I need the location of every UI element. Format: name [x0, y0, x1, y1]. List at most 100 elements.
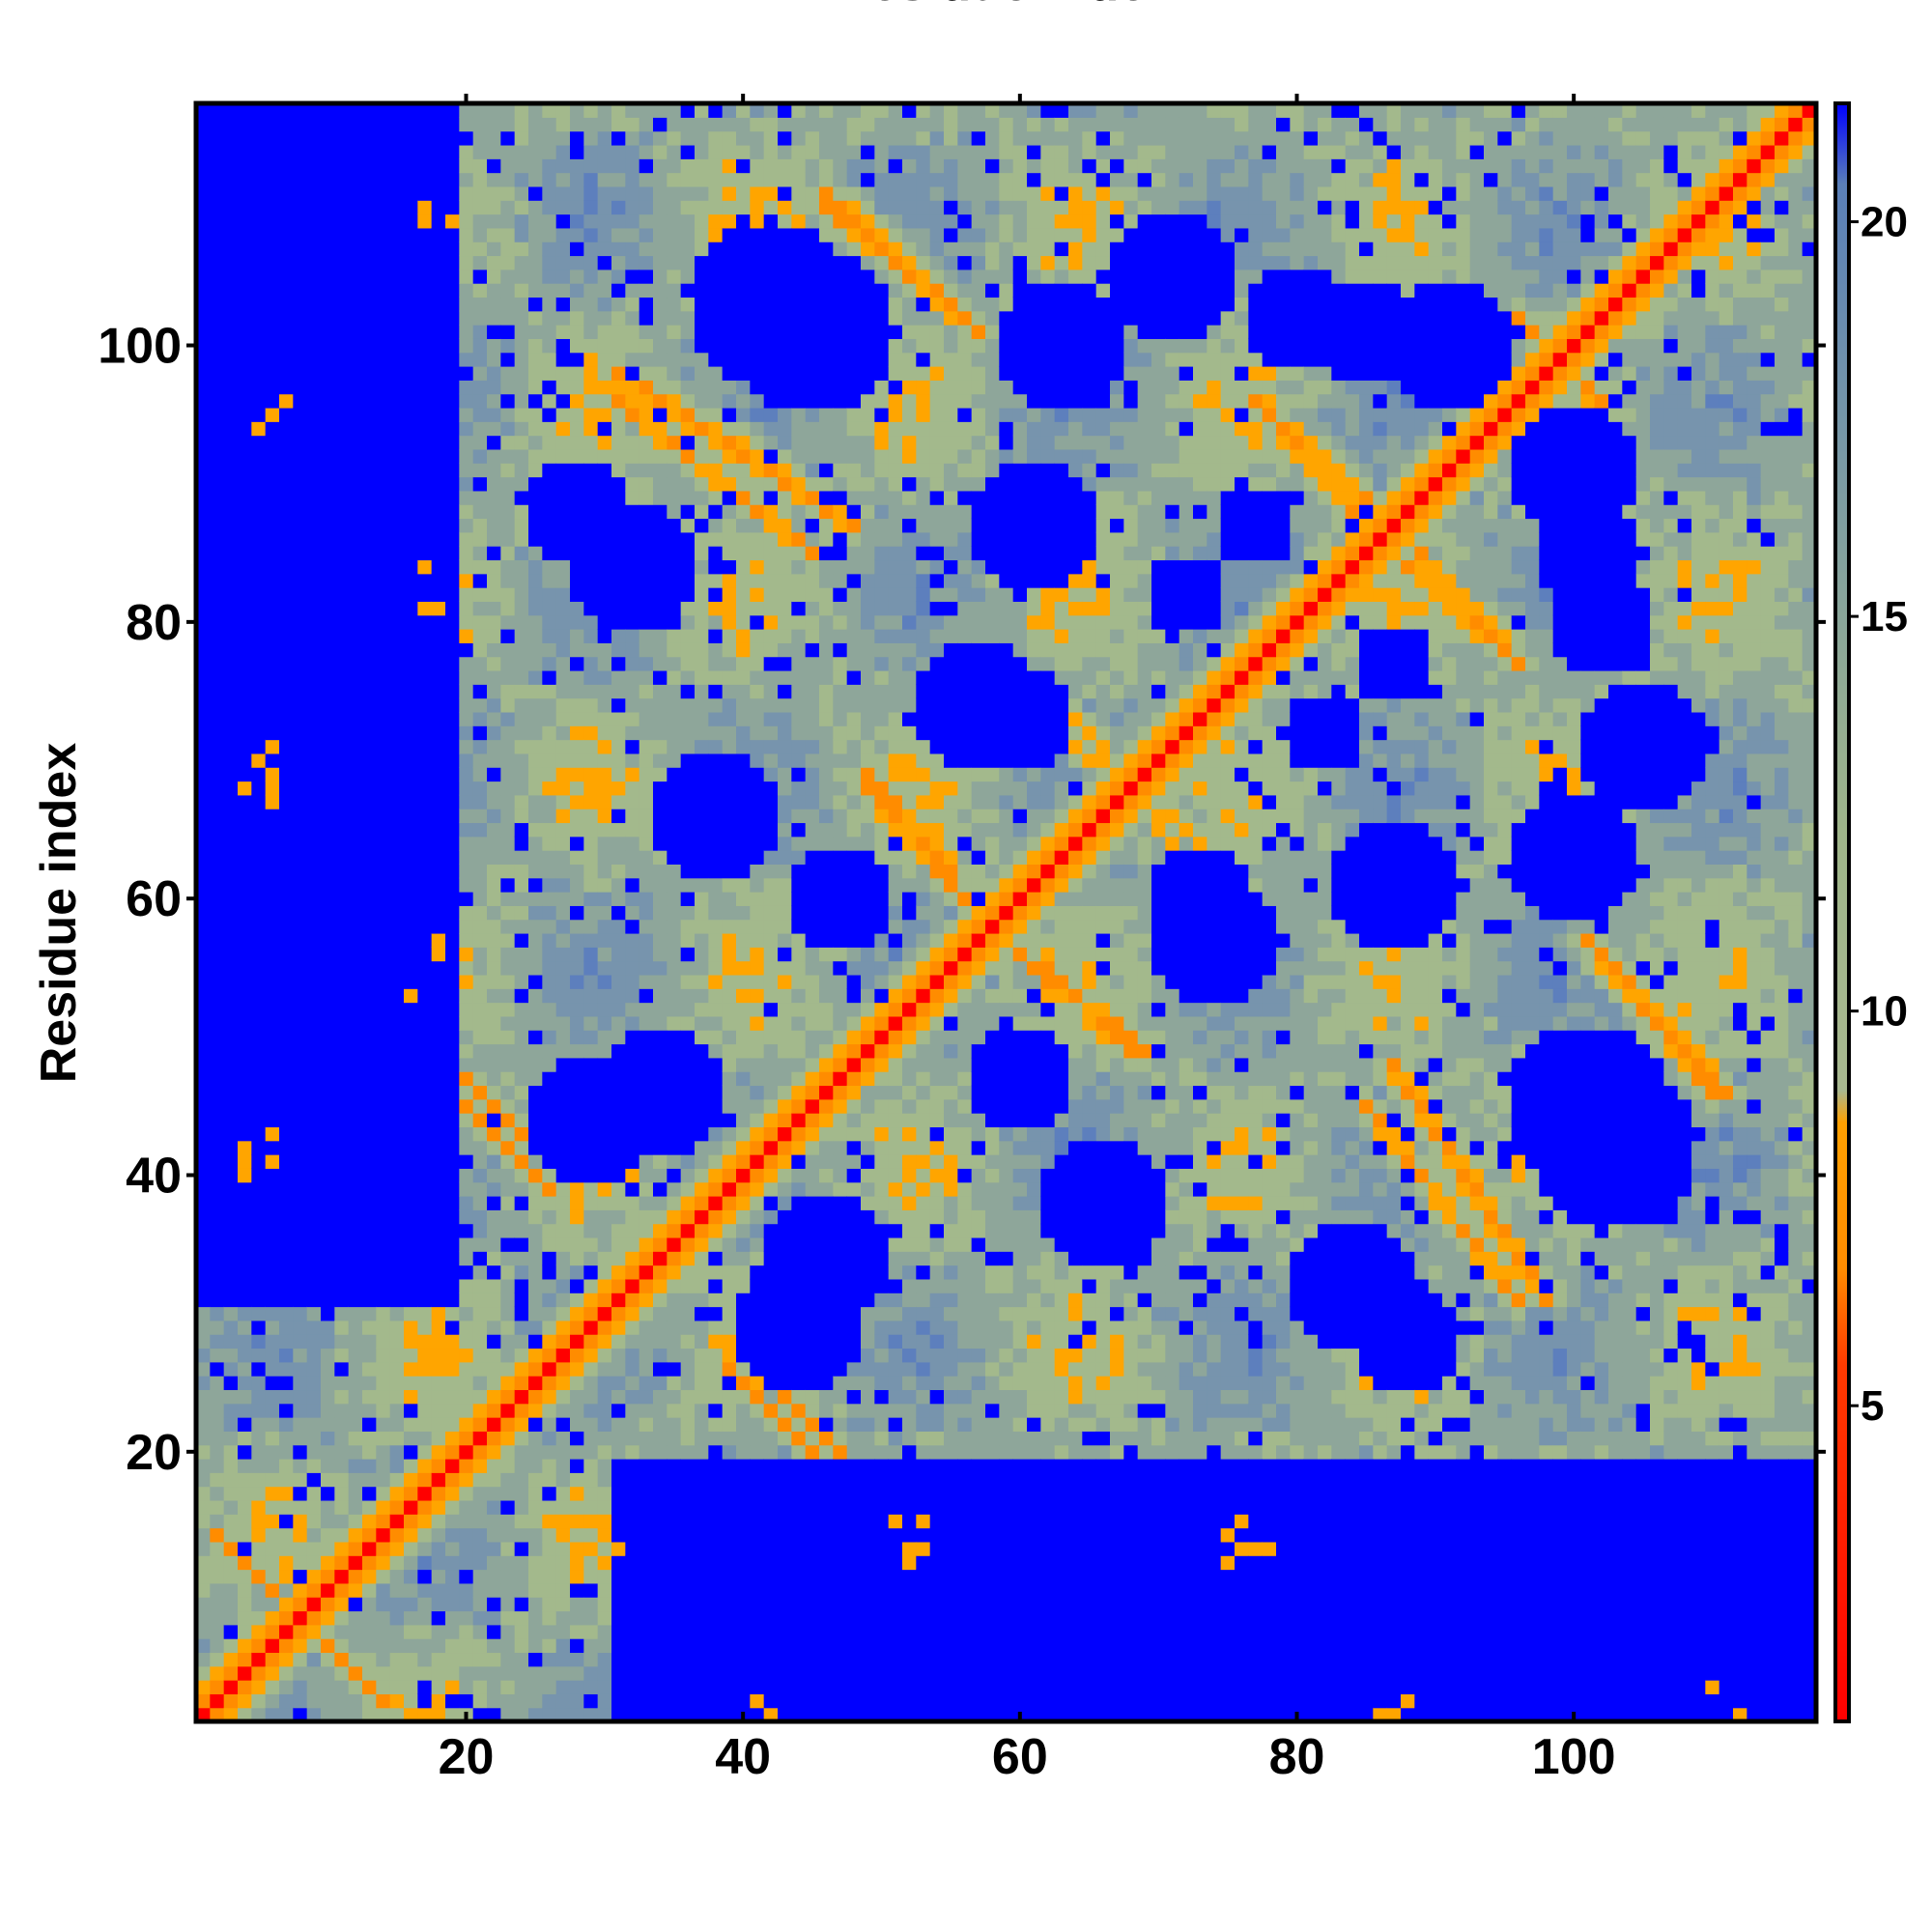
heatmap-cell	[487, 1002, 501, 1017]
heatmap-cell	[417, 656, 433, 671]
heatmap-cell	[597, 767, 612, 782]
heatmap-cell	[528, 435, 543, 450]
heatmap-cell	[750, 629, 765, 643]
heatmap-cell	[306, 1154, 322, 1169]
heatmap-cell	[763, 877, 779, 893]
heatmap-cell	[750, 1376, 765, 1391]
heatmap-cell	[625, 850, 640, 865]
heatmap-cell	[348, 531, 363, 547]
heatmap-cell	[348, 669, 363, 685]
heatmap-cell	[459, 1334, 474, 1350]
heatmap-cell	[625, 144, 640, 159]
heatmap-cell	[708, 1264, 724, 1280]
heatmap-cell	[570, 919, 584, 934]
heatmap-cell	[223, 781, 239, 796]
heatmap-cell	[348, 1320, 363, 1335]
heatmap-cell	[500, 1251, 516, 1266]
heatmap-cell	[653, 1376, 668, 1391]
heatmap-cell	[542, 144, 557, 159]
heatmap-cell	[445, 421, 460, 437]
heatmap-cell	[251, 546, 267, 561]
heatmap-cell	[210, 407, 225, 422]
heatmap-cell	[238, 310, 252, 326]
heatmap-cell	[778, 1015, 792, 1031]
heatmap-cell	[238, 352, 252, 367]
heatmap-cell	[500, 794, 516, 810]
heatmap-cell	[500, 200, 516, 215]
heatmap-cell	[639, 1043, 654, 1059]
heatmap-cell	[597, 325, 612, 339]
heatmap-cell	[528, 504, 543, 520]
heatmap-cell	[639, 1306, 654, 1321]
heatmap-cell	[680, 1071, 696, 1087]
heatmap-cell	[695, 531, 709, 547]
heatmap-cell	[306, 1472, 322, 1488]
heatmap-cell	[500, 407, 516, 422]
heatmap-cell	[431, 1486, 446, 1501]
heatmap-cell	[404, 310, 418, 326]
heatmap-cell	[639, 435, 654, 450]
heatmap-cell	[279, 1223, 294, 1238]
heatmap-cell	[763, 711, 779, 726]
heatmap-cell	[597, 1098, 612, 1114]
heatmap-cell	[210, 1236, 225, 1252]
heatmap-cell	[417, 1030, 433, 1045]
heatmap-cell	[763, 1113, 779, 1128]
heatmap-cell	[750, 1015, 765, 1031]
heatmap-cell	[583, 1278, 599, 1293]
heatmap-cell	[293, 1444, 308, 1460]
heatmap-cell	[500, 1472, 516, 1488]
heatmap-cell	[459, 614, 474, 630]
heatmap-cell	[500, 587, 516, 602]
heatmap-cell	[417, 1236, 433, 1252]
heatmap-cell	[196, 1030, 211, 1045]
heatmap-cell	[431, 1030, 446, 1045]
heatmap-cell	[417, 781, 433, 796]
heatmap-cell	[722, 1403, 737, 1418]
heatmap-cell	[404, 767, 418, 782]
heatmap-cell	[376, 864, 391, 879]
heatmap-cell	[695, 380, 709, 395]
heatmap-cell	[625, 1168, 640, 1183]
heatmap-cell	[389, 1514, 405, 1529]
heatmap-cell	[653, 1140, 668, 1155]
heatmap-cell	[472, 393, 488, 409]
heatmap-cell	[238, 753, 252, 768]
heatmap-cell	[695, 297, 709, 312]
heatmap-cell	[445, 103, 460, 118]
heatmap-cell	[514, 614, 529, 630]
heatmap-cell	[639, 130, 654, 146]
heatmap-cell	[611, 1348, 626, 1363]
heatmap-cell	[597, 1624, 612, 1639]
heatmap-cell	[334, 1527, 350, 1543]
heatmap-cell	[431, 1043, 446, 1059]
heatmap-cell	[376, 697, 391, 713]
heatmap-cell	[376, 1417, 391, 1432]
heatmap-cell	[223, 1376, 239, 1391]
heatmap-cell	[459, 1486, 474, 1501]
heatmap-cell	[653, 1057, 668, 1072]
heatmap-cell	[362, 1665, 377, 1681]
heatmap-cell	[570, 1126, 584, 1142]
heatmap-cell	[223, 1085, 239, 1100]
heatmap-cell	[404, 988, 418, 1004]
heatmap-cell	[528, 1306, 543, 1321]
heatmap-cell	[251, 850, 267, 865]
heatmap-cell	[223, 1181, 239, 1197]
heatmap-cell	[722, 463, 737, 478]
heatmap-cell	[555, 1652, 571, 1667]
heatmap-cell	[611, 1707, 626, 1722]
heatmap-cell	[265, 1486, 280, 1501]
heatmap-cell	[763, 587, 779, 602]
heatmap-cell	[196, 366, 211, 381]
heatmap-cell	[778, 725, 792, 741]
heatmap-cell	[445, 1389, 460, 1405]
heatmap-cell	[445, 1126, 460, 1142]
heatmap-cell	[321, 393, 335, 409]
heatmap-cell	[334, 1181, 350, 1197]
heatmap-cell	[334, 421, 350, 437]
heatmap-cell	[459, 836, 474, 851]
heatmap-cell	[722, 1030, 737, 1045]
heatmap-cell	[500, 1015, 516, 1031]
heatmap-cell	[306, 974, 322, 989]
